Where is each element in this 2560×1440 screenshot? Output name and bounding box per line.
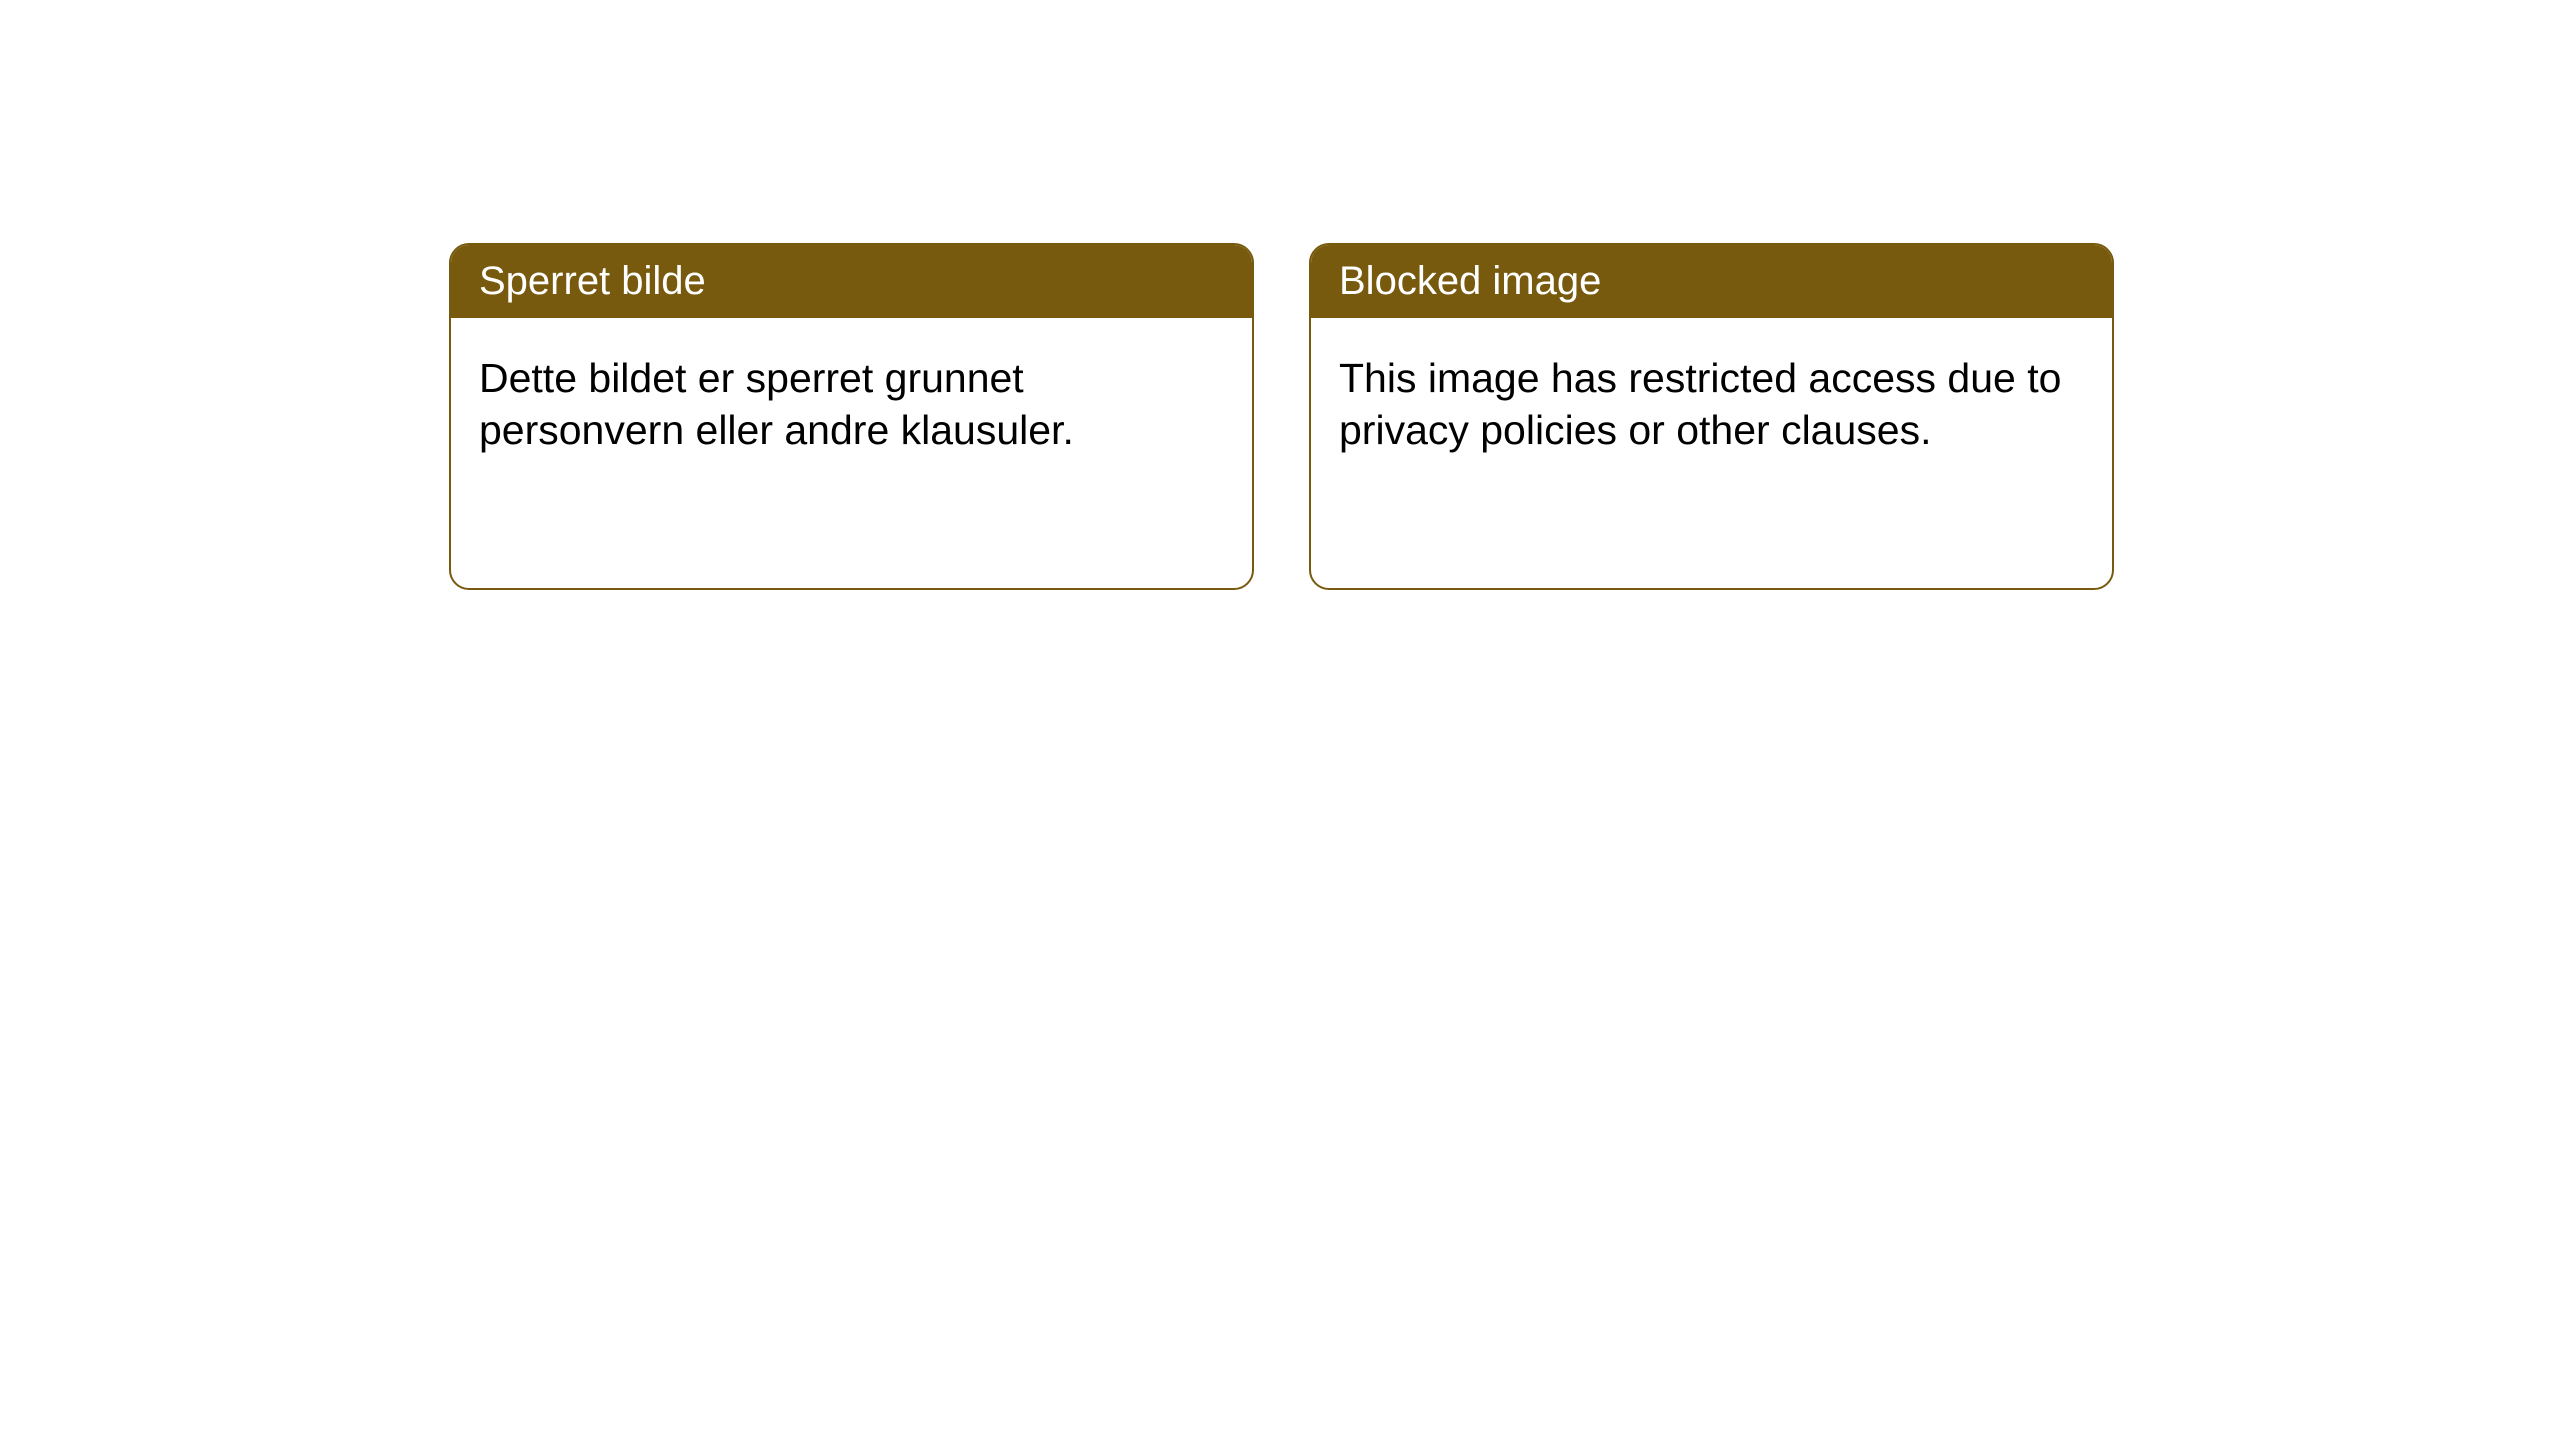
- card-body: Dette bildet er sperret grunnet personve…: [451, 318, 1252, 588]
- card-title: Sperret bilde: [479, 259, 706, 303]
- blocked-image-card-en: Blocked image This image has restricted …: [1309, 243, 2114, 590]
- card-title: Blocked image: [1339, 259, 1601, 303]
- blocked-image-card-no: Sperret bilde Dette bildet er sperret gr…: [449, 243, 1254, 590]
- card-body-text: This image has restricted access due to …: [1339, 355, 2061, 453]
- card-header: Sperret bilde: [451, 245, 1252, 318]
- cards-container: Sperret bilde Dette bildet er sperret gr…: [449, 243, 2114, 590]
- card-body: This image has restricted access due to …: [1311, 318, 2112, 588]
- card-header: Blocked image: [1311, 245, 2112, 318]
- card-body-text: Dette bildet er sperret grunnet personve…: [479, 355, 1074, 453]
